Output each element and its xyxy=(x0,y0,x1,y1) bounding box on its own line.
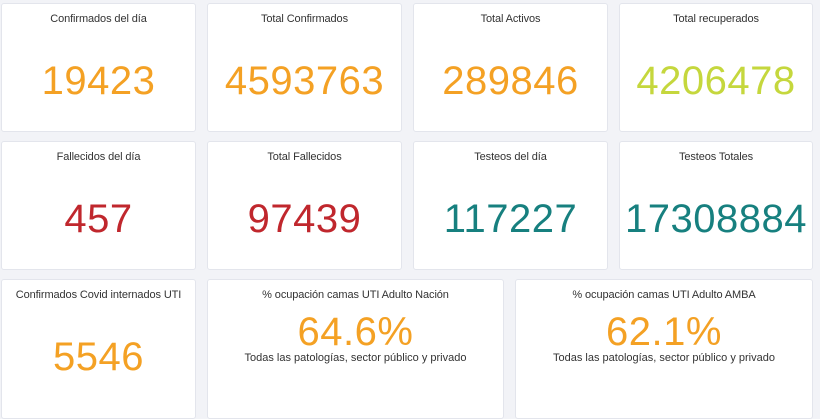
card-title: % ocupación camas UTI Adulto AMBA xyxy=(572,289,756,301)
card-subtitle: Todas las patologías, sector público y p… xyxy=(244,352,467,364)
card-title: Fallecidos del día xyxy=(56,151,141,163)
card-title: % ocupación camas UTI Adulto Nación xyxy=(262,289,449,301)
card-title: Testeos Totales xyxy=(678,151,754,163)
card-title: Confirmados del día xyxy=(50,13,147,25)
card-value: 5546 xyxy=(53,335,144,379)
card-testeos-totales: Testeos Totales 17308884 xyxy=(619,141,813,270)
card-title: Total Activos xyxy=(480,13,541,25)
card-title: Total Confirmados xyxy=(261,13,348,25)
card-value: 19423 xyxy=(41,59,156,103)
card-value: 17308884 xyxy=(625,197,807,241)
card-value: 64.6% xyxy=(297,310,414,354)
card-total-fallecidos: Total Fallecidos 97439 xyxy=(207,141,402,270)
card-value: 117227 xyxy=(443,197,578,241)
card-value: 289846 xyxy=(442,59,579,103)
card-value: 457 xyxy=(64,197,133,241)
card-confirmados-internados-uti: Confirmados Covid internados UTI 5546 xyxy=(1,279,196,419)
card-title: Testeos del día xyxy=(474,151,547,163)
card-title: Total recuperados xyxy=(673,13,759,25)
card-value: 62.1% xyxy=(606,310,722,354)
card-confirmados-del-dia: Confirmados del día 19423 xyxy=(1,3,196,132)
card-total-recuperados: Total recuperados 4206478 xyxy=(619,3,813,132)
card-value: 97439 xyxy=(247,197,362,241)
card-testeos-del-dia: Testeos del día 117227 xyxy=(413,141,608,270)
card-total-activos: Total Activos 289846 xyxy=(413,3,608,132)
card-fallecidos-del-dia: Fallecidos del día 457 xyxy=(1,141,196,270)
card-value: 4593763 xyxy=(224,59,385,103)
card-ocupacion-uti-amba: % ocupación camas UTI Adulto AMBA 62.1% … xyxy=(515,279,813,419)
card-subtitle: Todas las patologías, sector público y p… xyxy=(553,352,775,364)
card-title: Total Fallecidos xyxy=(267,151,342,163)
card-total-confirmados: Total Confirmados 4593763 xyxy=(207,3,402,132)
card-value: 4206478 xyxy=(636,59,796,103)
card-ocupacion-uti-nacion: % ocupación camas UTI Adulto Nación 64.6… xyxy=(207,279,504,419)
card-title: Confirmados Covid internados UTI xyxy=(15,289,182,301)
